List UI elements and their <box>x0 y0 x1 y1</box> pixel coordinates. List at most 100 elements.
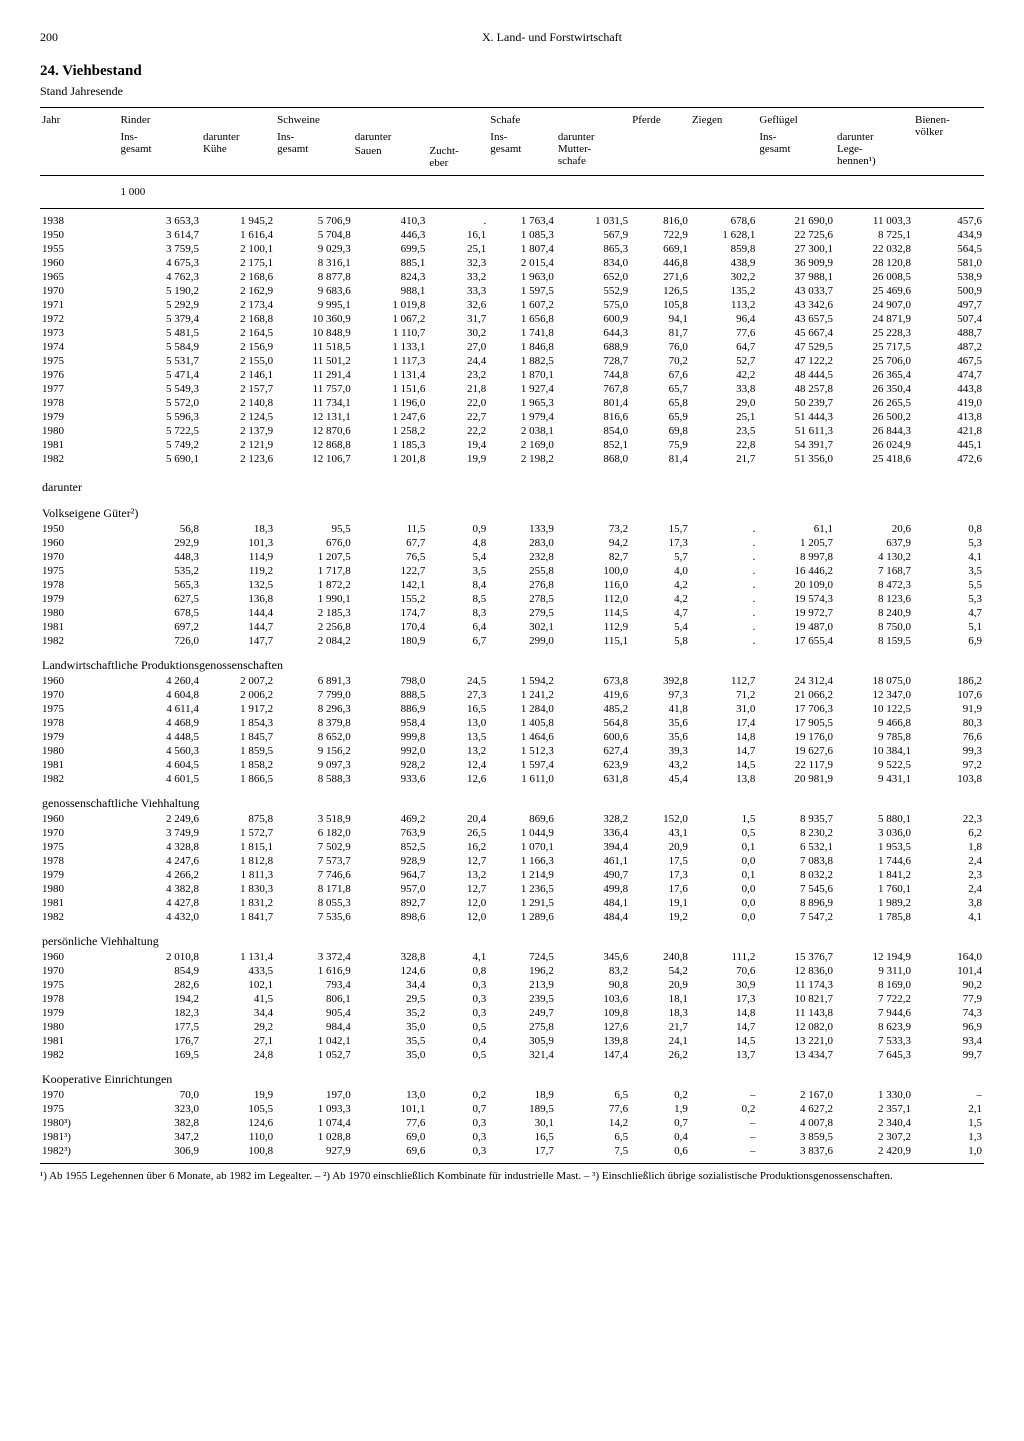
table-row: 19755 531,72 155,011 501,21 117,324,41 8… <box>40 354 984 368</box>
value-cell: 652,0 <box>556 270 630 284</box>
col-gefl-lege: darunterLege-hennen¹) <box>835 127 913 176</box>
value-cell: 26 008,5 <box>835 270 913 284</box>
value-cell: 446,3 <box>353 228 428 242</box>
value-cell: 1 572,7 <box>201 826 275 840</box>
table-row: 1970448,3114,91 207,576,55,4232,882,75,7… <box>40 550 984 564</box>
value-cell: 1 258,2 <box>353 424 428 438</box>
value-cell: 1 151,6 <box>353 382 428 396</box>
value-cell: 5,3 <box>913 536 984 550</box>
value-cell: 17,3 <box>630 536 690 550</box>
value-cell: 0,3 <box>427 978 488 992</box>
value-cell: 302,1 <box>488 620 556 634</box>
value-cell: 176,7 <box>118 1034 200 1048</box>
value-cell: 6 891,3 <box>275 674 353 688</box>
value-cell: 4 130,2 <box>835 550 913 564</box>
value-cell: 2 010,8 <box>118 950 200 964</box>
value-cell: 32,3 <box>427 256 488 270</box>
value-cell: 70,0 <box>118 1088 200 1102</box>
value-cell: 43,2 <box>630 758 690 772</box>
value-cell: 2,3 <box>913 868 984 882</box>
value-cell: 18,9 <box>488 1088 556 1102</box>
value-cell: 30,2 <box>427 326 488 340</box>
value-cell: 103,8 <box>913 772 984 786</box>
value-cell: 77,6 <box>690 326 758 340</box>
value-cell: 499,8 <box>556 882 630 896</box>
section-heading: genossenschaftliche Viehhaltung <box>40 786 984 812</box>
value-cell: 7 502,9 <box>275 840 353 854</box>
value-cell: 21 690,0 <box>757 209 835 229</box>
value-cell: 13 434,7 <box>757 1048 835 1062</box>
table-row: 19735 481,52 164,510 848,91 110,730,21 7… <box>40 326 984 340</box>
value-cell: 1 812,8 <box>201 854 275 868</box>
value-cell: 1 607,2 <box>488 298 556 312</box>
year-cell: 1974 <box>40 340 118 354</box>
value-cell: 438,9 <box>690 256 758 270</box>
value-cell: 8 055,3 <box>275 896 353 910</box>
value-cell: 7 083,8 <box>757 854 835 868</box>
value-cell: 8 725,1 <box>835 228 913 242</box>
value-cell: 1 989,2 <box>835 896 913 910</box>
value-cell: 927,9 <box>275 1144 353 1164</box>
value-cell: 801,4 <box>556 396 630 410</box>
value-cell: 45,4 <box>630 772 690 786</box>
table-row: 19824 601,51 866,58 588,3933,612,61 611,… <box>40 772 984 786</box>
value-cell: 43,1 <box>630 826 690 840</box>
value-cell: 8 652,0 <box>275 730 353 744</box>
year-cell: 1975 <box>40 354 118 368</box>
value-cell: 1 744,6 <box>835 854 913 868</box>
value-cell: 1 074,4 <box>275 1116 353 1130</box>
table-row: 19795 596,32 124,512 131,11 247,622,71 9… <box>40 410 984 424</box>
value-cell: 43 033,7 <box>757 284 835 298</box>
value-cell: 12 347,0 <box>835 688 913 702</box>
value-cell: 21,8 <box>427 382 488 396</box>
value-cell: 9 097,3 <box>275 758 353 772</box>
value-cell: 1 117,3 <box>353 354 428 368</box>
value-cell: 26,2 <box>630 1048 690 1062</box>
value-cell: 14,7 <box>690 744 758 758</box>
value-cell: 26 365,4 <box>835 368 913 382</box>
value-cell: 35,0 <box>353 1020 428 1034</box>
table-row: 1980177,529,2984,435,00,5275,8127,621,71… <box>40 1020 984 1034</box>
year-cell: 1955 <box>40 242 118 256</box>
value-cell: 928,2 <box>353 758 428 772</box>
value-cell: 52,7 <box>690 354 758 368</box>
value-cell: 4 432,0 <box>118 910 200 924</box>
value-cell: 2 168,8 <box>201 312 275 326</box>
value-cell: 48 257,8 <box>757 382 835 396</box>
value-cell: 119,2 <box>201 564 275 578</box>
value-cell: 2,1 <box>913 1102 984 1116</box>
value-cell: 19 176,0 <box>757 730 835 744</box>
value-cell: 2 146,1 <box>201 368 275 382</box>
value-cell: 17,3 <box>690 992 758 1006</box>
value-cell: 3,8 <box>913 896 984 910</box>
value-cell: 565,3 <box>118 578 200 592</box>
value-cell: 56,8 <box>118 522 200 536</box>
value-cell: 13,7 <box>690 1048 758 1062</box>
value-cell: 81,4 <box>630 452 690 466</box>
value-cell: 0,5 <box>690 826 758 840</box>
value-cell: 51 611,3 <box>757 424 835 438</box>
value-cell: 4 247,6 <box>118 854 200 868</box>
table-row: 19815 749,22 121,912 868,81 185,319,42 1… <box>40 438 984 452</box>
year-cell: 1982 <box>40 1048 118 1062</box>
value-cell: 24 871,9 <box>835 312 913 326</box>
value-cell: 419,6 <box>556 688 630 702</box>
value-cell: 933,6 <box>353 772 428 786</box>
value-cell: 76,0 <box>630 340 690 354</box>
year-cell: 1970 <box>40 688 118 702</box>
value-cell: 27,1 <box>201 1034 275 1048</box>
value-cell: 22,0 <box>427 396 488 410</box>
value-cell: . <box>690 536 758 550</box>
value-cell: 2 185,3 <box>275 606 353 620</box>
value-cell: 82,7 <box>556 550 630 564</box>
value-cell: 102,1 <box>201 978 275 992</box>
value-cell: 255,8 <box>488 564 556 578</box>
value-cell: 859,8 <box>690 242 758 256</box>
value-cell: 144,4 <box>201 606 275 620</box>
value-cell: 3 036,0 <box>835 826 913 840</box>
table-row: 195056,818,395,511,50,9133,973,215,7.61,… <box>40 522 984 536</box>
value-cell: 11 734,1 <box>275 396 353 410</box>
value-cell: 865,3 <box>556 242 630 256</box>
col-schweine-dar: darunter <box>353 127 489 144</box>
value-cell: 5,4 <box>630 620 690 634</box>
